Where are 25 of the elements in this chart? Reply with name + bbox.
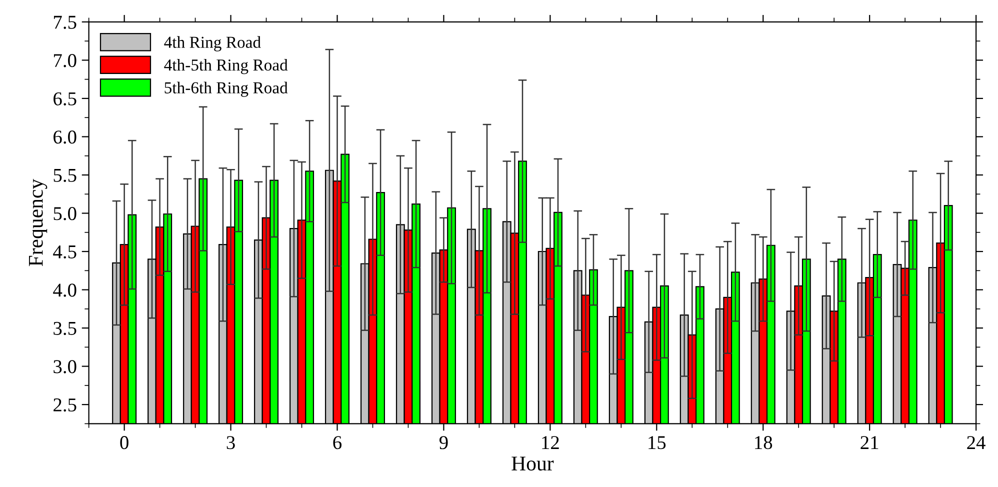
y-tick-label: 4.0 <box>53 284 76 297</box>
x-tick-label: 18 <box>755 436 772 450</box>
y-axis-title: Frequency <box>29 178 48 266</box>
x-tick-label: 9 <box>439 436 448 450</box>
y-tick-label: 6.5 <box>54 92 76 106</box>
x-tick-label: 3 <box>226 436 235 450</box>
y-tick-label: 7.0 <box>54 54 76 68</box>
legend-label: 4th Ring Road <box>164 36 261 52</box>
x-axis-title: Hour <box>512 456 554 471</box>
x-tick-label: 24 <box>967 436 986 449</box>
x-tick-label: 6 <box>333 436 342 450</box>
x-tick-label: 12 <box>542 436 559 449</box>
legend-label: 5th-6th Ring Road <box>164 82 288 97</box>
x-tick-label: 0 <box>120 436 128 450</box>
y-tick-label: 5.0 <box>54 207 76 220</box>
y-tick-label: 4.5 <box>53 245 76 259</box>
legend-label: 4th-5th Ring Road <box>164 58 288 74</box>
y-tick-label: 5.5 <box>54 168 76 182</box>
y-tick-label: 3.5 <box>54 322 76 336</box>
x-tick-label: 15 <box>648 436 666 450</box>
y-tick-label: 6.0 <box>54 130 76 144</box>
y-tick-label: 2.5 <box>54 398 76 412</box>
y-tick-label: 3.0 <box>54 360 76 374</box>
y-tick-label: 7.5 <box>54 16 76 29</box>
x-tick-label: 21 <box>860 436 878 449</box>
